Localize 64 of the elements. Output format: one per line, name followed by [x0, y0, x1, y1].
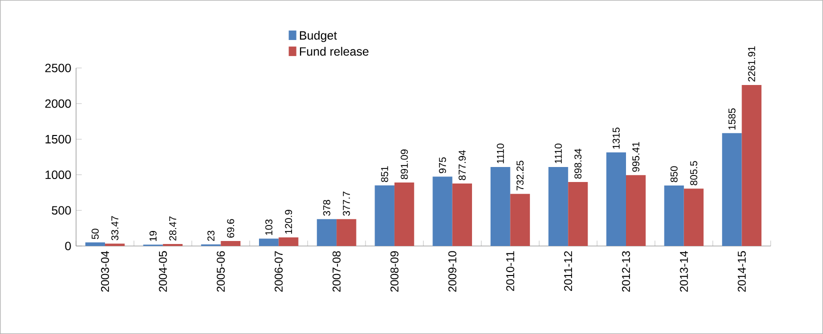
bar [742, 84, 762, 246]
data-label: 69.6 [227, 219, 234, 238]
bar [85, 242, 106, 246]
data-label: 377.7 [342, 192, 350, 216]
data-label: 975 [438, 157, 446, 174]
y-tick-label: 0 [65, 242, 71, 250]
data-label: 877.94 [458, 150, 466, 180]
bar [336, 219, 356, 246]
data-label: 851 [381, 166, 388, 182]
bar [490, 166, 510, 246]
data-label: 850 [670, 166, 678, 182]
bar [510, 194, 530, 246]
bar [684, 188, 704, 246]
bar [664, 185, 684, 246]
bar [568, 182, 588, 246]
bar [548, 166, 568, 246]
bar [394, 182, 414, 246]
x-tick-label: 2011-12 [564, 251, 572, 291]
data-label: 50 [92, 228, 99, 240]
bar [374, 185, 394, 246]
x-tick-label: 2007-08 [332, 251, 341, 292]
data-label: 28.47 [169, 216, 176, 241]
y-tick-label: 1500 [46, 134, 71, 144]
data-label: 732.25 [516, 160, 524, 190]
x-tick-label: 2013-14 [680, 251, 688, 292]
legend-label: Budget [300, 30, 337, 42]
y-tick-label: 500 [52, 206, 71, 215]
data-label: 1315 [612, 128, 620, 149]
data-label: 805.5 [690, 161, 698, 186]
data-label: 891.09 [400, 150, 408, 180]
bar [316, 219, 337, 246]
bar [278, 237, 298, 246]
legend-label: Fund release [300, 46, 368, 56]
bar [452, 183, 472, 246]
bar [626, 175, 646, 246]
x-tick-label: 2009-10 [448, 251, 456, 292]
x-tick-label: 2003-04 [101, 251, 110, 292]
x-tick-label: 2014-15 [738, 251, 746, 292]
data-label: 995.41 [632, 142, 640, 172]
x-tick-label: 2004-05 [158, 251, 167, 292]
x-tick-label: 2006-07 [274, 251, 283, 292]
x-tick-label: 2005-06 [216, 251, 225, 292]
bar [220, 241, 240, 246]
data-label: 120.9 [284, 210, 292, 234]
x-tick-label: 2010-11 [506, 251, 514, 291]
data-label: 23 [207, 230, 214, 241]
data-label: 1110 [496, 144, 504, 164]
x-tick-label: 2008-09 [390, 251, 398, 292]
x-tick-label: 2012-13 [622, 251, 630, 292]
data-label: 103 [265, 219, 272, 235]
data-label: 33.47 [111, 216, 118, 240]
data-label: 898.34 [574, 148, 582, 179]
data-label: 378 [323, 200, 330, 216]
data-label: 1585 [728, 108, 736, 130]
y-tick-label: 2500 [45, 64, 71, 72]
bar [258, 238, 279, 246]
data-label: 2261.91 [748, 46, 756, 82]
y-tick-label: 1000 [46, 170, 71, 180]
bar [432, 176, 452, 246]
data-label: 19 [150, 231, 157, 241]
bar [606, 152, 626, 246]
bar [722, 133, 742, 246]
data-label: 1110 [554, 144, 562, 164]
y-tick-label: 2000 [45, 99, 71, 108]
